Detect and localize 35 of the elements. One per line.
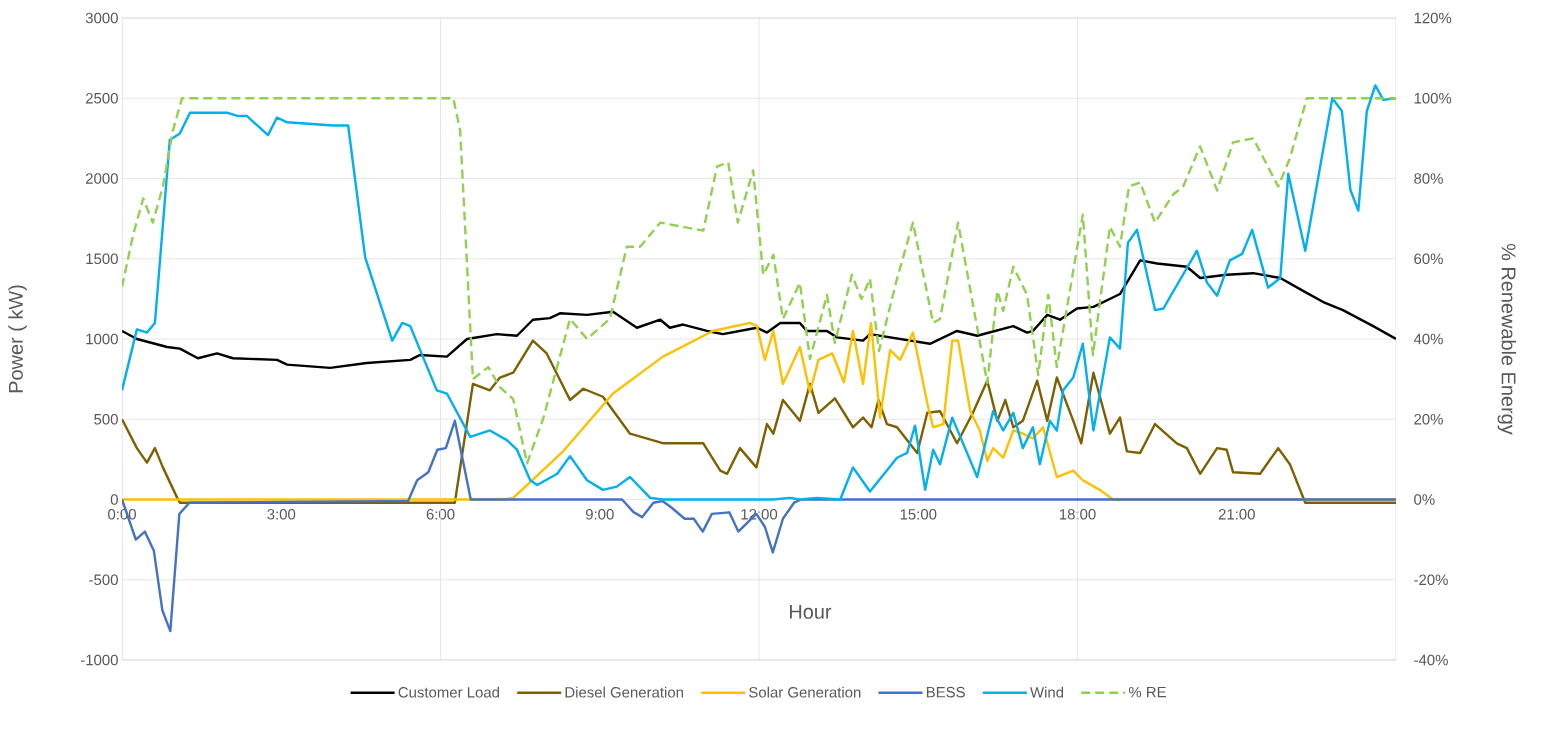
legend-label: Customer Load: [398, 686, 499, 698]
x-tick-label: 12:00: [741, 509, 778, 520]
y-tick-label: 2000: [86, 173, 118, 184]
y2-tick-label: 40%: [1413, 333, 1443, 345]
legend-label: % RE: [1128, 686, 1166, 698]
y-tick-label: 500: [94, 413, 118, 425]
x-tick-label: 18:00: [1059, 509, 1096, 520]
y2-tick-label: 20%: [1414, 413, 1443, 425]
y2-tick-label: -20%: [1414, 574, 1448, 586]
legend-label: Solar Generation: [749, 686, 861, 698]
x-tick-label: 3:00: [267, 509, 296, 520]
x-tick-label: 15:00: [900, 509, 937, 520]
y2-tick-label: 80%: [1414, 173, 1443, 184]
y2-tick-label: 120%: [1414, 12, 1452, 24]
y-tick-label: 1500: [86, 253, 118, 265]
x-axis-title: Hour: [790, 604, 832, 619]
y2-tick-label: -40%: [1414, 654, 1448, 666]
y-tick-label: -500: [89, 574, 118, 586]
x-tick-label: 9:00: [585, 509, 614, 520]
x-tick-label: 6:00: [426, 509, 455, 520]
y-tick-label: 2500: [86, 92, 118, 104]
legend-label: BESS: [926, 686, 965, 698]
y2-tick-label: 0%: [1414, 494, 1435, 505]
y-tick-label: 0: [110, 494, 118, 505]
y-tick-label: 1000: [86, 333, 118, 345]
y-tick-label: -1000: [80, 654, 118, 666]
y2-tick-label: 100%: [1414, 92, 1452, 104]
legend-label: Wind: [1030, 686, 1064, 698]
x-tick-label: 21:00: [1218, 509, 1255, 520]
line-series: [122, 259, 1397, 370]
legend-label: Diesel Generation: [565, 686, 683, 698]
y2-tick-label: 60%: [1414, 253, 1443, 265]
y-axis-title: Power ( kW): [8, 285, 27, 393]
y-tick-label: 3000: [85, 12, 118, 24]
y2-axis-title: % Renewable Energy: [1497, 243, 1517, 435]
